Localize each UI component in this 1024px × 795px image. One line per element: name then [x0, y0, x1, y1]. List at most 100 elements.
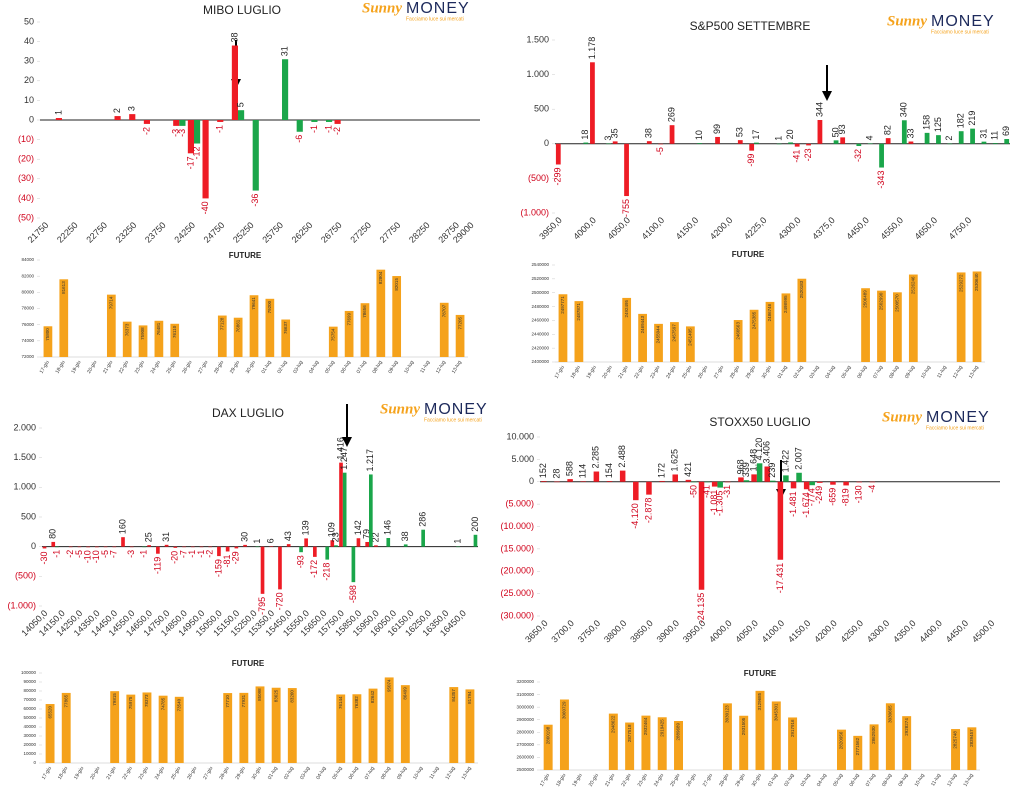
- value-label: 76373: [124, 323, 129, 336]
- y-tick-label: 0: [31, 541, 36, 551]
- bar: [158, 695, 168, 763]
- bar: [328, 326, 338, 357]
- x-tick-label: 3800,0: [602, 618, 629, 645]
- bar: [225, 546, 230, 552]
- value-label: 22: [370, 532, 380, 542]
- x-tick-label: 4100,0: [640, 215, 667, 242]
- value-label: 2460563: [735, 322, 740, 340]
- x-tick-label: 04-lug: [824, 364, 836, 379]
- value-label: 76637: [283, 321, 288, 334]
- bar: [255, 686, 265, 763]
- bar: [947, 143, 953, 145]
- x-tick-label: 26750: [319, 220, 344, 245]
- bar: [606, 481, 613, 482]
- x-tick-label: 24-giu: [653, 772, 665, 787]
- x-tick-label: 11-lug: [429, 765, 441, 780]
- x-tick-label: 02-lug: [783, 772, 795, 787]
- x-tick-label: 4050,0: [733, 618, 760, 645]
- chart-title: FUTURE: [229, 251, 262, 260]
- value-label: 1: [774, 136, 784, 141]
- x-tick-label: 11-lug: [930, 772, 942, 787]
- x-tick-label: 21-giu: [604, 772, 616, 787]
- y-tick-label: 0: [29, 114, 34, 124]
- value-label: 1.648: [748, 449, 758, 472]
- bar: [764, 466, 770, 482]
- value-label: 6: [266, 538, 276, 543]
- value-label: 3030123: [725, 705, 730, 723]
- x-tick-label: 13-lug: [963, 772, 975, 787]
- bar: [654, 323, 663, 362]
- value-label: 1: [452, 539, 462, 544]
- bar: [233, 317, 243, 357]
- bar: [103, 546, 108, 548]
- x-tick-label: 05-lug: [331, 765, 343, 780]
- x-tick-label: 22-giu: [122, 765, 134, 780]
- bar: [674, 721, 683, 770]
- value-label: -10: [91, 550, 101, 563]
- bar: [646, 141, 652, 144]
- bar: [867, 143, 873, 145]
- value-label: -7: [178, 550, 188, 558]
- value-label: 3129685: [757, 692, 762, 710]
- bar: [770, 480, 776, 482]
- value-label: -81: [222, 554, 232, 567]
- value-label: -2: [205, 550, 215, 558]
- bar: [783, 475, 789, 482]
- bar: [902, 716, 912, 770]
- x-tick-label: 4450,0: [844, 215, 871, 242]
- bar: [840, 137, 846, 144]
- x-tick-label: 29-giu: [734, 772, 746, 787]
- x-tick-label: 27750: [378, 220, 403, 245]
- x-tick-label: 08-lug: [372, 359, 384, 374]
- bar: [114, 116, 121, 120]
- x-tick-label: 05-lug: [324, 359, 336, 374]
- bar: [685, 479, 692, 482]
- value-label: -2: [141, 127, 151, 135]
- x-tick-label: 26250: [290, 220, 315, 245]
- bar: [970, 128, 975, 144]
- value-label: -29: [231, 551, 241, 564]
- bar: [755, 690, 765, 770]
- bar: [638, 313, 647, 362]
- value-label: 421: [683, 462, 693, 477]
- bar: [208, 546, 213, 548]
- x-tick-label: 4000,0: [707, 618, 734, 645]
- x-tick-label: 4500,0: [970, 618, 997, 645]
- value-label: 79641: [251, 297, 256, 310]
- value-label: 79714: [109, 296, 114, 309]
- value-label: 2: [944, 136, 954, 141]
- bar: [326, 120, 333, 122]
- bar: [55, 546, 59, 548]
- y-tick-label: 76000: [21, 322, 34, 327]
- x-tick-label: 17-giu: [41, 765, 53, 780]
- value-label: 152: [538, 463, 548, 478]
- chart-title: DAX LUGLIO: [212, 406, 284, 420]
- x-tick-label: 4300,0: [865, 618, 892, 645]
- value-label: -159: [213, 559, 223, 577]
- x-tick-label: 23750: [143, 220, 168, 245]
- logo-brand: Sunny: [887, 13, 927, 29]
- value-label: 38: [400, 531, 410, 541]
- x-tick-label: 06-lug: [849, 772, 861, 787]
- bar: [249, 295, 259, 357]
- x-tick-label: 04-lug: [816, 772, 828, 787]
- bar: [992, 143, 998, 144]
- x-tick-label: 17-giu: [539, 772, 551, 787]
- x-tick-label: 18-giu: [555, 772, 567, 787]
- value-label: 31: [978, 129, 988, 139]
- value-label: 2492495: [624, 299, 629, 317]
- x-tick-label: 21-giu: [102, 359, 114, 374]
- value-label: -4: [867, 485, 877, 493]
- value-label: -99: [746, 154, 756, 167]
- value-label: -659: [827, 488, 837, 506]
- x-tick-label: 13-lug: [968, 364, 980, 379]
- bar: [122, 321, 132, 357]
- y-tick-label: 20: [24, 75, 34, 85]
- x-tick-label: 02-lug: [276, 359, 288, 374]
- value-label: -23: [803, 148, 813, 161]
- value-label: 2.007: [793, 447, 803, 470]
- bar: [641, 715, 651, 770]
- value-label: -1: [323, 125, 333, 133]
- bar: [837, 729, 846, 770]
- x-tick-label: 29-giu: [229, 359, 241, 374]
